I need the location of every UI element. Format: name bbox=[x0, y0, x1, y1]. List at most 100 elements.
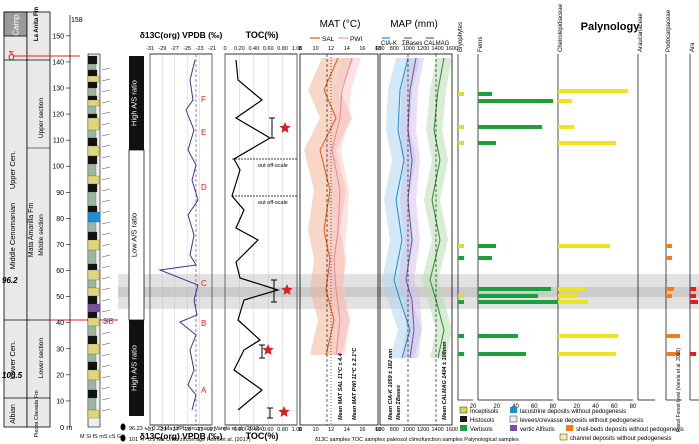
ferns-bar bbox=[478, 300, 558, 304]
mat-tick-label: 12 bbox=[328, 46, 334, 52]
sample-marker bbox=[101, 144, 111, 148]
lithology-bed bbox=[87, 137, 98, 147]
legend-hist: Histosols bbox=[470, 418, 494, 424]
sample-marker bbox=[101, 320, 111, 324]
lithology-bed bbox=[87, 163, 97, 177]
delta13c-tick-label: -27 bbox=[171, 46, 179, 52]
mat-tick-label-bottom: 10 bbox=[313, 427, 319, 433]
map-mean-calmag: Mean CALMAG 1404 ± 108mm bbox=[442, 341, 448, 420]
lithology-bed bbox=[87, 369, 100, 381]
palynology-header: Podocarpaceae bbox=[666, 9, 672, 52]
lithology-bed bbox=[87, 95, 98, 101]
meter-tick-label: 100 bbox=[52, 164, 64, 171]
meter-tick-label: 20 bbox=[56, 372, 64, 379]
map-tick-label: 1400 bbox=[431, 46, 443, 52]
mat-tick-label-bottom: 14 bbox=[344, 427, 350, 433]
palynology-header: Ferns bbox=[478, 37, 484, 52]
map-title: MAP (mm) bbox=[390, 19, 438, 30]
bryophyte-bar bbox=[458, 300, 464, 304]
age-marker-bottom: 100.5 bbox=[2, 371, 23, 380]
sample-marker bbox=[101, 342, 111, 346]
legend-channel: channel deposits without pedogenesis bbox=[570, 436, 671, 442]
sample-marker bbox=[101, 287, 111, 291]
toc-tick-label-bottom: 0.40 bbox=[248, 427, 259, 433]
palynology-header: Bryophytes bbox=[458, 22, 464, 52]
bryo-tick: 20 bbox=[470, 404, 477, 410]
sample-marker bbox=[101, 133, 111, 137]
map-legend-bases: ΣBases bbox=[402, 41, 422, 47]
lithology-bed bbox=[87, 361, 98, 371]
podo-bar bbox=[666, 334, 680, 338]
ferns-bar bbox=[478, 287, 551, 291]
ferns-bar bbox=[478, 334, 518, 338]
cheiro-tick: 40 bbox=[592, 404, 599, 410]
delta13c-bottom-title: δ13C(org) VPDB (‰) bbox=[140, 431, 223, 441]
toc-frame bbox=[224, 53, 298, 426]
lithology-bed bbox=[87, 155, 98, 165]
map-mean-bases: Mean ΣBases bbox=[396, 385, 402, 420]
section-lower: Lower section bbox=[38, 338, 45, 378]
lithology-bed bbox=[87, 129, 97, 139]
map-tick-label-bottom: 1400 bbox=[431, 427, 443, 433]
podo-bar bbox=[666, 352, 680, 356]
delta13c-letter: E bbox=[201, 128, 206, 137]
delta13c-tick-label: -25 bbox=[183, 46, 191, 52]
legend-lac: lacustrine deposits without pedogenesis bbox=[520, 409, 626, 415]
ferns-bar bbox=[478, 352, 526, 356]
lithology-bed bbox=[87, 113, 98, 119]
sample-marker bbox=[101, 397, 111, 401]
meter-tick-label: 140 bbox=[52, 59, 64, 66]
lithology-bed bbox=[87, 379, 97, 391]
lithology-bed bbox=[87, 303, 101, 313]
palynology-header: Cheirolepidiaceae bbox=[558, 3, 564, 52]
mat-ticks: 8 8 10 10 12 12 14 14 16 16 18 18 bbox=[298, 46, 381, 433]
cheiro-tick: 60 bbox=[611, 404, 618, 410]
map-calmag-band bbox=[422, 58, 452, 358]
formation-column bbox=[26, 11, 51, 428]
legend-vertic: vertic Alfisols bbox=[520, 427, 555, 433]
ferns-bar bbox=[478, 125, 542, 129]
palynology-header: Ara bbox=[690, 42, 696, 52]
map-frame bbox=[379, 53, 453, 426]
mat-tick-label: 18 bbox=[375, 46, 381, 52]
map-tick-label: 1200 bbox=[417, 46, 429, 52]
mat-pwi-band bbox=[323, 58, 361, 355]
sample-marker bbox=[101, 155, 111, 159]
lithology-bed bbox=[87, 117, 100, 131]
as-ratio-label-middle: Low A/S ratio bbox=[130, 213, 139, 257]
lithology-bed bbox=[87, 211, 101, 223]
sample-marker bbox=[101, 122, 111, 126]
mat-tick-label-bottom: 8 bbox=[298, 427, 301, 433]
meter-tick-label: 30 bbox=[56, 346, 64, 353]
ferns-bar bbox=[478, 294, 538, 298]
map-tick-label-bottom: 1200 bbox=[417, 427, 429, 433]
delta13c-point-labels: F E D C B A bbox=[201, 95, 207, 395]
map-bases-band bbox=[398, 58, 424, 358]
sample-marker bbox=[101, 298, 111, 302]
lithology-bed bbox=[87, 183, 98, 193]
toc-star bbox=[262, 344, 274, 355]
toc-tick-label: 1.00 bbox=[292, 46, 303, 52]
legend-shell: shell-beds deposits without pedogenesis bbox=[576, 427, 684, 433]
lithology-bed bbox=[87, 269, 100, 281]
meter-unit: 0 m bbox=[60, 423, 73, 432]
bryophyte-bar bbox=[458, 141, 464, 145]
legend-incep-swatch bbox=[459, 406, 468, 414]
delta13c-tick-label-bottom: -25 bbox=[183, 427, 191, 433]
ara-bar bbox=[690, 352, 696, 356]
delta13c-title: δ13C(org) VPDB (‰) bbox=[140, 30, 223, 40]
sample-marker bbox=[101, 276, 111, 280]
mat-title: MAT (°C) bbox=[320, 19, 361, 30]
map-tick-label-bottom: 1600 bbox=[446, 427, 458, 433]
bryophyte-bar bbox=[458, 256, 464, 260]
sample-marker bbox=[101, 309, 111, 313]
sample-marker bbox=[101, 265, 111, 269]
delta13c-letter: D bbox=[201, 183, 207, 192]
lithology-bed bbox=[87, 389, 98, 399]
delta13c-tick-label-bottom: -23 bbox=[196, 427, 204, 433]
legend-vert: Vertisols bbox=[470, 427, 493, 433]
delta13c-letter: A bbox=[201, 386, 207, 395]
sample-marker bbox=[101, 254, 111, 258]
legend-shell-swatch bbox=[566, 425, 573, 431]
toc-tick-label-bottom: 0 bbox=[223, 427, 226, 433]
